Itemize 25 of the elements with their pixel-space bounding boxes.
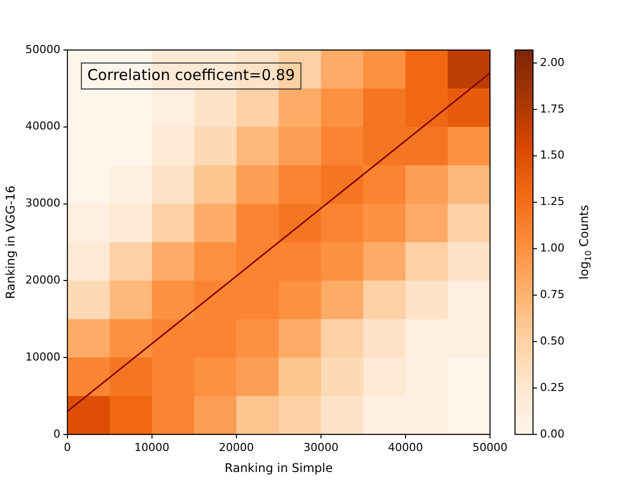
- color-bar-title: log10 Counts: [577, 204, 593, 280]
- color-bar-label: 0.50: [540, 334, 564, 348]
- x-tick-label: 40000: [388, 440, 423, 454]
- color-bar-label: 1.25: [540, 195, 564, 208]
- color-bar-label: 1.00: [540, 242, 564, 255]
- x-tick-label: 50000: [472, 440, 508, 454]
- y-tick-label: 40000: [25, 120, 60, 133]
- y-axis-title: Ranking in VGG-16: [3, 185, 18, 299]
- y-tick-label: 0: [53, 427, 60, 440]
- annotation: Correlation coefficent=0.89: [87, 66, 295, 84]
- color-bar-label: 0.75: [540, 288, 564, 301]
- color-bar-label: 0.00: [540, 427, 564, 440]
- x-axis-title: Ranking in Simple: [224, 460, 333, 475]
- x-tick-label: 20000: [218, 440, 254, 454]
- y-tick-label: 30000: [25, 196, 60, 210]
- y-tick-label: 20000: [25, 274, 60, 286]
- x-tick-label: 10000: [134, 440, 170, 454]
- y-tick-label: 50000: [25, 42, 60, 56]
- x-tick-label: 0: [64, 440, 71, 454]
- x-tick-label: 30000: [303, 440, 338, 454]
- color-bar-label: 1.50: [540, 148, 564, 162]
- color-bar-label: 1.75: [540, 102, 564, 116]
- color-bar-label: 2.00: [540, 56, 564, 69]
- color-bar-label: 0.25: [540, 380, 564, 394]
- y-tick-label: 10000: [25, 350, 60, 364]
